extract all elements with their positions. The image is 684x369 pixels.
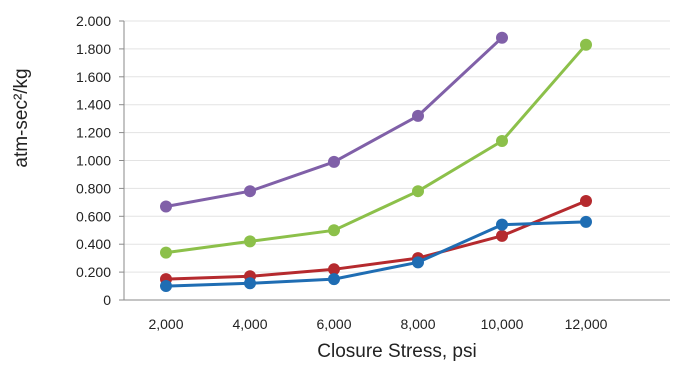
data-point <box>160 200 172 213</box>
data-point <box>496 229 508 242</box>
data-point <box>580 215 592 228</box>
x-tick-label: 10,000 <box>481 316 524 332</box>
y-tick-label: 0.400 <box>76 236 111 252</box>
y-tick-label: 1.000 <box>76 153 111 169</box>
series-line <box>164 36 504 208</box>
x-tick-label: 8,000 <box>400 316 435 332</box>
y-tick-labels: 0 0.200 0.400 0.600 0.800 1.000 1.200 1.400 1.60… <box>76 13 124 308</box>
x-tick-labels: 2,000 4,000 6,000 8,000 10,000 12,000 <box>148 316 607 332</box>
data-point <box>496 31 508 44</box>
x-axis-title: Closure Stress, psi <box>317 341 476 362</box>
x-tick-label: 6,000 <box>316 316 351 332</box>
data-point <box>244 185 256 198</box>
y-tick-label: 1.600 <box>76 69 111 85</box>
y-tick-label: 0 <box>103 292 111 308</box>
y-tick-label: 1.400 <box>76 97 111 113</box>
x-tick-label: 2,000 <box>148 316 183 332</box>
data-point <box>160 246 172 259</box>
y-axis-title: atm-sec²/kg <box>11 68 32 167</box>
data-point <box>244 277 256 290</box>
data-point <box>496 134 508 147</box>
data-point <box>412 185 424 198</box>
y-tick-label: 2.000 <box>76 13 111 29</box>
data-point <box>328 273 340 286</box>
series-2 <box>160 38 592 259</box>
data-point <box>244 235 256 248</box>
series-line <box>164 43 588 255</box>
series-line <box>164 220 588 288</box>
data-point <box>412 109 424 122</box>
series-line <box>164 199 588 281</box>
data-point <box>328 263 340 276</box>
series-1 <box>160 31 508 213</box>
y-tick-label: 0.800 <box>76 180 111 196</box>
data-point <box>496 218 508 231</box>
series-lines <box>160 31 592 293</box>
x-tick-label: 12,000 <box>565 316 608 332</box>
y-tick-label: 1.800 <box>76 41 111 57</box>
data-point <box>160 280 172 293</box>
y-tick-label: 0.200 <box>76 264 111 280</box>
data-point <box>580 194 592 207</box>
y-tick-label: 1.200 <box>76 125 111 141</box>
data-point <box>412 256 424 269</box>
x-tick-label: 4,000 <box>232 316 267 332</box>
data-point <box>328 224 340 237</box>
series-4 <box>160 215 592 293</box>
y-tick-label: 0.600 <box>76 208 111 224</box>
data-point <box>580 38 592 51</box>
data-point <box>328 155 340 168</box>
gridlines <box>124 20 670 273</box>
